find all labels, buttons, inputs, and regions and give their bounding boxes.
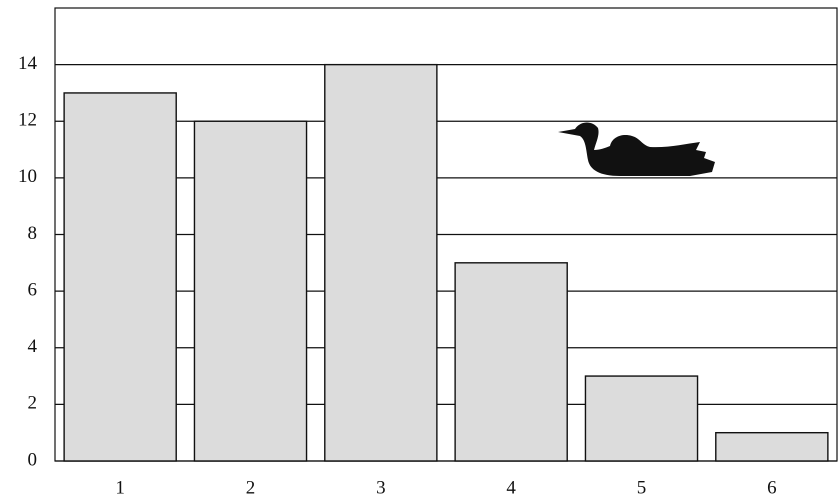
bar: [324, 63, 438, 462]
y-tick-label: 14: [18, 53, 38, 74]
y-tick-label: 10: [18, 166, 37, 187]
x-tick-label: 3: [376, 477, 386, 498]
y-tick-label: 12: [18, 110, 37, 131]
bars: [63, 63, 829, 462]
x-tick-label: 1: [115, 477, 125, 498]
duck-silhouette: [558, 122, 715, 176]
bar: [584, 375, 699, 462]
bar: [193, 120, 308, 462]
x-tick-label: 5: [637, 477, 647, 498]
bar: [454, 262, 568, 462]
y-tick-label: 2: [28, 393, 38, 414]
y-tick-label: 0: [28, 449, 38, 470]
y-tick-label: 4: [28, 336, 38, 357]
x-tick-label: 2: [246, 477, 256, 498]
x-tick-label: 4: [506, 477, 516, 498]
bar: [715, 431, 829, 462]
y-tick-label: 8: [28, 223, 38, 244]
grid: [54, 7, 838, 462]
x-tick-label: 6: [767, 477, 777, 498]
y-tick-label: 6: [28, 279, 38, 300]
duck: [558, 122, 715, 176]
bar: [63, 92, 177, 462]
